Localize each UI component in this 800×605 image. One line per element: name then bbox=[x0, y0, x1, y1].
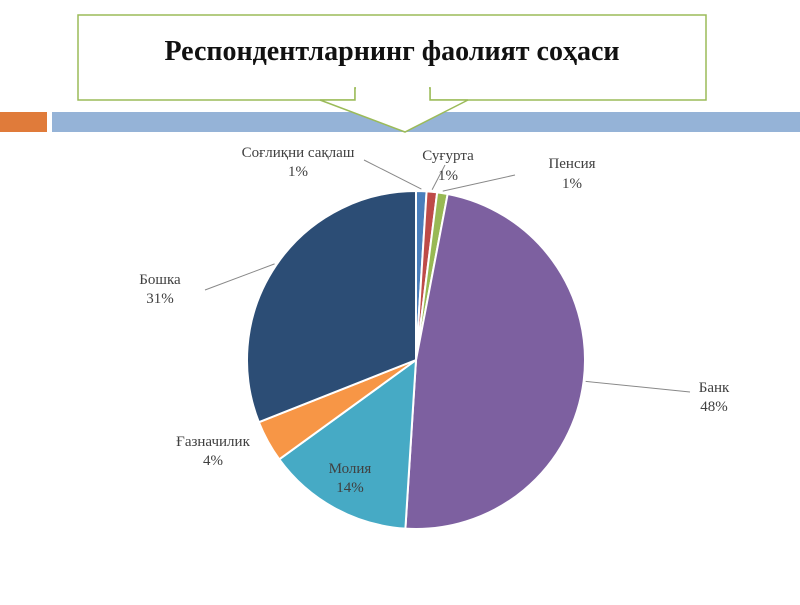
chart-title: Респондентларнинг фаолият соҳаси bbox=[164, 36, 619, 67]
slice-label: Пенсия bbox=[548, 156, 595, 172]
slice-value-label: 14% bbox=[336, 480, 364, 496]
slice-value-label: 1% bbox=[562, 176, 582, 192]
slice-label: Бошка bbox=[139, 272, 181, 288]
slice-value-label: 48% bbox=[700, 399, 728, 415]
slice-label: Ғазначилик bbox=[176, 434, 250, 450]
leader-line bbox=[442, 174, 516, 192]
slice-value-label: 4% bbox=[203, 453, 223, 469]
slice-label: Молия bbox=[329, 461, 372, 477]
pie-slice bbox=[246, 189, 417, 424]
pie-slice bbox=[404, 192, 587, 531]
slice-value-label: 1% bbox=[288, 164, 308, 180]
slice-label: Банк bbox=[699, 380, 730, 396]
slice-value-label: 31% bbox=[146, 291, 174, 307]
leader-line bbox=[585, 380, 691, 393]
slice-label: Соғлиқни сақлаш bbox=[242, 145, 355, 161]
callout-join bbox=[356, 87, 429, 101]
pie-slice bbox=[277, 357, 418, 530]
slice-value-label: 1% bbox=[438, 168, 458, 184]
pie bbox=[246, 189, 587, 531]
slice-label: Суғурта bbox=[422, 148, 474, 164]
leader-line bbox=[363, 159, 422, 190]
labels: Соғлиқни сақлаш 1% Суғурта 1% Пенсия 1% Банк 48… bbox=[139, 145, 730, 496]
accent-bar bbox=[0, 112, 47, 132]
leader-line bbox=[431, 164, 446, 190]
leader-line bbox=[204, 263, 275, 291]
